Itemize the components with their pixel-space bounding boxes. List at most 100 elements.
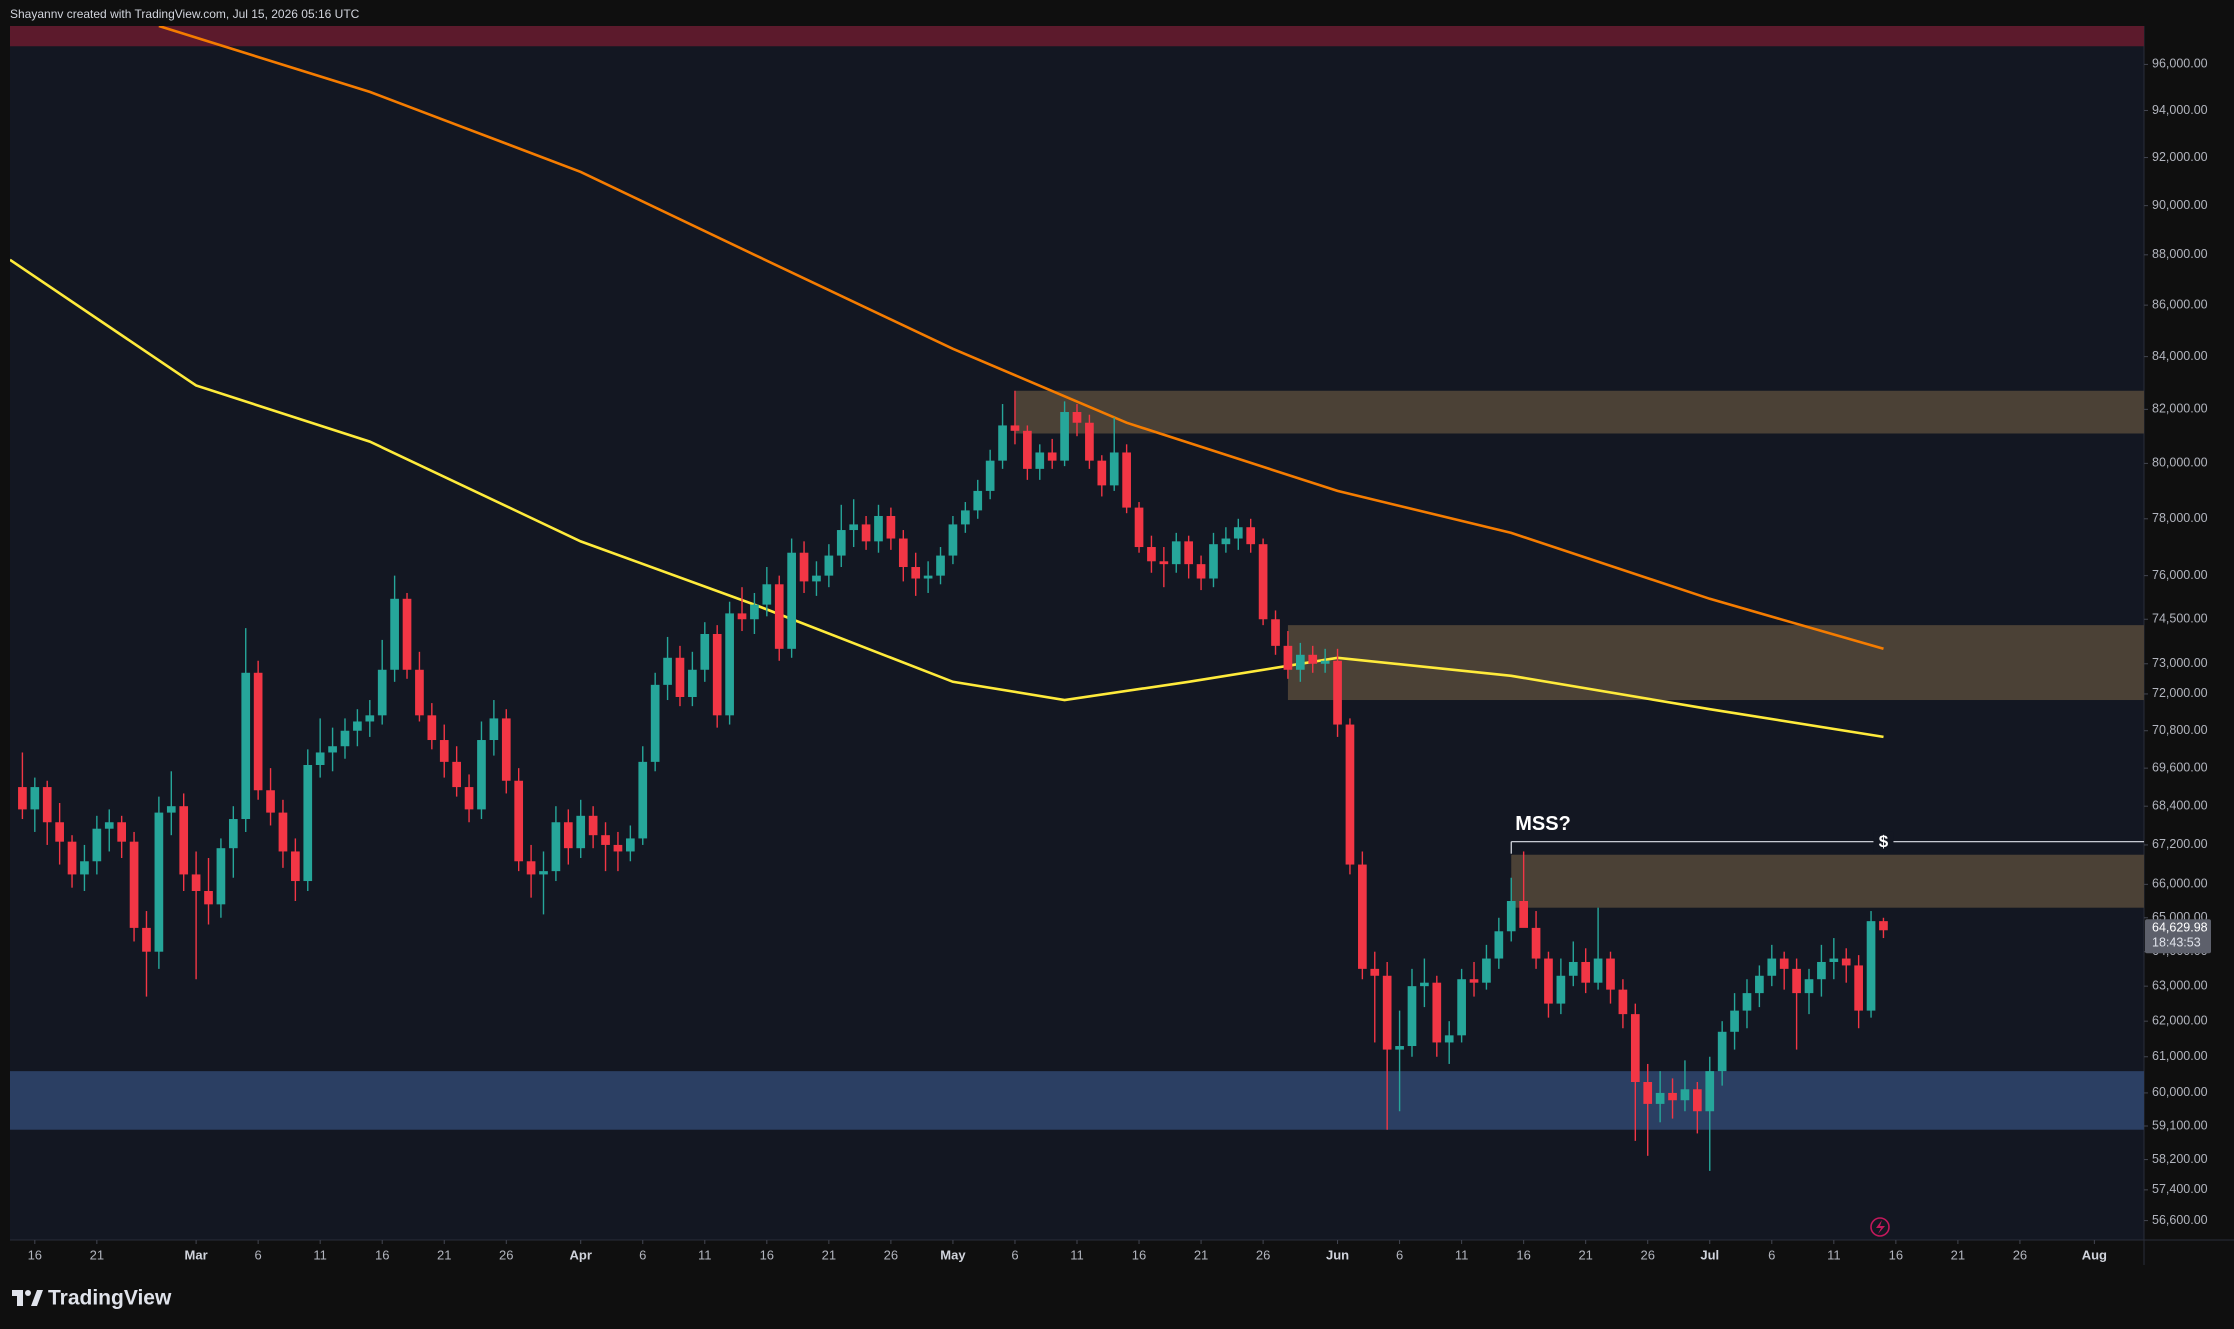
candle-body	[1829, 958, 1839, 962]
candle-body	[452, 761, 461, 788]
candle-body	[1668, 1092, 1677, 1101]
candle-body	[613, 844, 623, 852]
y-tick-label: 56,600.00	[2152, 1213, 2208, 1227]
candle-body	[1035, 452, 1045, 469]
candle-body	[390, 598, 399, 670]
candle-body	[1333, 660, 1342, 725]
x-tick-label: 26	[1256, 1247, 1270, 1262]
candle-body	[985, 460, 995, 491]
candle-body	[960, 510, 970, 525]
x-tick-label: 11	[1070, 1247, 1084, 1262]
candle-body	[650, 684, 660, 762]
x-tick-label: 6	[255, 1247, 262, 1262]
candle-body	[1841, 958, 1851, 966]
candle-body	[1023, 430, 1032, 469]
y-tick-label: 86,000.00	[2152, 297, 2208, 311]
candle-body	[774, 584, 784, 649]
candle-body	[253, 672, 263, 791]
zone	[10, 26, 2144, 47]
candle-body	[1295, 654, 1305, 670]
logo	[12, 1290, 43, 1306]
x-tick-label: 11	[1455, 1247, 1469, 1262]
x-tick-label: 11	[1827, 1247, 1841, 1262]
x-tick-label: 21	[90, 1247, 104, 1262]
candle-body	[1271, 619, 1280, 646]
x-tick-label: 21	[437, 1247, 451, 1262]
candle-body	[216, 848, 226, 905]
candle-body	[563, 822, 573, 849]
candle-body	[1147, 547, 1156, 562]
x-tick-label: 26	[499, 1247, 513, 1262]
candle-body	[1730, 1010, 1739, 1032]
candle-body	[129, 841, 139, 928]
candle-body	[1085, 422, 1094, 461]
candle-body	[762, 584, 772, 605]
candle-body	[303, 764, 313, 882]
candle-body	[1358, 864, 1367, 969]
y-tick-label: 92,000.00	[2152, 150, 2208, 164]
candle-body	[1494, 931, 1504, 959]
y-tick-label: 72,000.00	[2152, 686, 2208, 700]
x-tick-label: 26	[2013, 1247, 2027, 1262]
candle-body	[80, 861, 89, 875]
candle-body	[1804, 979, 1814, 994]
candle-body	[861, 524, 871, 542]
zone	[1014, 390, 2144, 434]
y-tick-label: 58,200.00	[2152, 1152, 2208, 1166]
candle-body	[1420, 982, 1429, 987]
candle-body	[1320, 660, 1330, 664]
y-tick-label: 60,000.00	[2152, 1085, 2208, 1099]
x-tick-label: 6	[1396, 1247, 1403, 1262]
candle-body	[415, 669, 424, 716]
candle-body	[377, 669, 387, 716]
candle-body	[539, 871, 548, 875]
candle-body	[1060, 412, 1069, 461]
y-tick-label: 76,000.00	[2152, 568, 2208, 582]
candle-body	[439, 740, 449, 762]
candle-body	[576, 815, 586, 849]
candle-body	[1283, 645, 1293, 670]
candle-body	[874, 515, 883, 542]
candle-body	[936, 555, 945, 576]
x-tick-label: 21	[822, 1247, 836, 1262]
candle-body	[402, 598, 412, 670]
countdown-label: 18:43:53	[2152, 936, 2201, 950]
x-tick-label: 16	[375, 1247, 389, 1262]
y-tick-label: 82,000.00	[2152, 402, 2208, 416]
y-tick-label: 69,600.00	[2152, 760, 2208, 774]
candle-body	[1345, 724, 1355, 865]
x-tick-label: 16	[28, 1247, 42, 1262]
candle-body	[638, 761, 648, 839]
header-text: Shayannv created with TradingView.com, J…	[10, 7, 360, 21]
alert-icon	[1870, 1217, 1890, 1237]
candle-body	[1171, 541, 1181, 565]
plot-layer	[10, 26, 2144, 1171]
x-tick-label: 21	[1194, 1247, 1208, 1262]
zone	[1287, 625, 2144, 701]
candle-body	[204, 890, 213, 905]
candle-body	[911, 567, 921, 579]
y-tick-label: 68,400.00	[2152, 798, 2208, 812]
candle-body	[799, 552, 809, 582]
candle-body	[1593, 958, 1603, 983]
candle-body	[886, 515, 896, 539]
x-tick-label: 16	[1132, 1247, 1146, 1262]
candle-body	[923, 575, 933, 579]
candle-body	[315, 752, 325, 765]
candle-body	[241, 672, 251, 820]
candle-body	[750, 604, 759, 620]
candle-body	[1866, 921, 1876, 1011]
x-tick-label: 26	[1640, 1247, 1654, 1262]
candle-body	[824, 555, 834, 576]
annotation-label-bg	[1873, 831, 1894, 852]
candle-body	[812, 575, 821, 582]
candle-body	[1395, 1046, 1404, 1050]
candle-body	[1581, 961, 1591, 983]
candle-body	[30, 787, 40, 810]
y-tick-label: 73,000.00	[2152, 656, 2208, 670]
candle-body	[725, 613, 734, 716]
y-tick-label: 57,400.00	[2152, 1182, 2208, 1196]
y-tick-label: 88,000.00	[2152, 247, 2208, 261]
candle-body	[1432, 982, 1442, 1043]
